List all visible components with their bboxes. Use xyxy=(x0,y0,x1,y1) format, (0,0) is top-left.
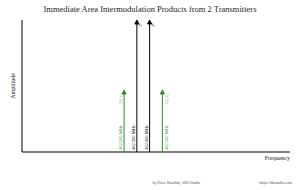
x-tick-label: 462.200 MHz xyxy=(118,125,123,150)
x-tick-label: 462.400 MHz xyxy=(144,125,149,150)
chart: Immediate Area Intermodulation Products … xyxy=(0,0,300,190)
y-axis xyxy=(22,20,23,152)
mark-label: f₁ xyxy=(139,22,143,27)
x-axis xyxy=(22,152,290,153)
x-tick-label: 462.300 MHz xyxy=(131,125,136,150)
title: Immediate Area Intermodulation Products … xyxy=(44,4,257,14)
x-axis-label: Frequency xyxy=(265,155,290,161)
url: https://bbstudio.com xyxy=(259,180,293,185)
x-tick-label: 462.500 MHz xyxy=(164,125,169,150)
y-axis-label: Amplitude xyxy=(10,73,16,99)
credit: by Dave Bourbin, tBB Studio xyxy=(153,180,200,186)
mark-label: 2f₂-f₁ xyxy=(164,94,169,104)
mark-label: f₂ xyxy=(152,22,156,27)
plot-area xyxy=(122,20,164,152)
mark-label: 2f₁-f₂ xyxy=(118,94,123,104)
